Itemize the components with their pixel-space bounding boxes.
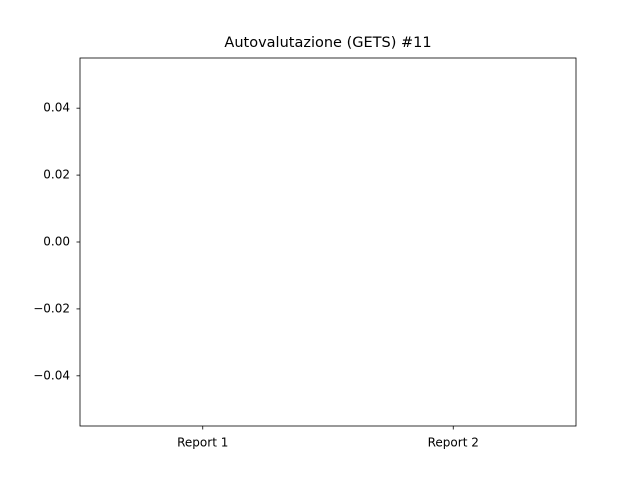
y-tick-label: 0.02 bbox=[43, 168, 70, 182]
y-tick-label: 0.00 bbox=[43, 235, 70, 249]
y-tick-label: −0.02 bbox=[33, 301, 70, 315]
x-tick-label: Report 1 bbox=[177, 436, 228, 450]
x-tick-label: Report 2 bbox=[428, 436, 479, 450]
y-tick-label: −0.04 bbox=[33, 368, 70, 382]
chart-title: Autovalutazione (GETS) #11 bbox=[224, 35, 431, 51]
y-tick-label: 0.04 bbox=[43, 101, 70, 115]
